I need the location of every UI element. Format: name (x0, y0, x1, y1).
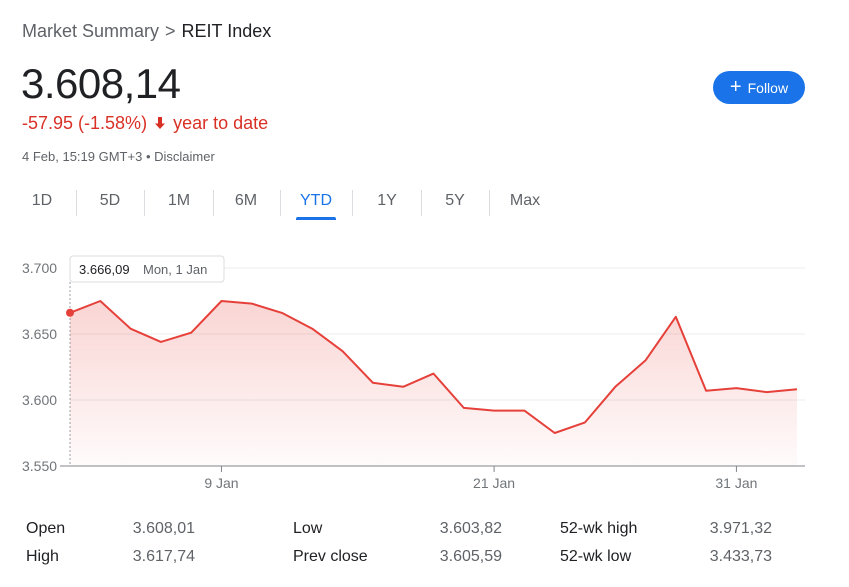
tab-divider (489, 190, 490, 216)
tooltip-box (69, 255, 225, 283)
arrow-down-icon (154, 114, 166, 135)
meta-separator: • (145, 149, 151, 164)
breadcrumb: Market Summary > REIT Index (22, 21, 271, 42)
stat-value-high: 3.617,74 (132, 548, 195, 565)
stat-label-prev-close: Prev close (293, 548, 368, 565)
stat-value-open: 3.608,01 (132, 520, 195, 537)
hover-point (66, 308, 74, 317)
stat-label-open: Open (26, 520, 66, 537)
stat-value-low: 3.603,82 (439, 520, 502, 537)
x-tick-label: 31 Jan (715, 475, 757, 491)
y-tick-label: 3.550 (22, 458, 57, 474)
stat-label-52wk-high: 52-wk high (560, 520, 638, 537)
y-tick-label: 3.650 (22, 326, 57, 342)
stat-label-52wk-low: 52-wk low (560, 548, 632, 565)
price-area (70, 301, 797, 466)
breadcrumb-separator: > (165, 21, 176, 41)
follow-button[interactable]: + Follow (713, 71, 805, 104)
tab-divider (280, 190, 281, 216)
key-stats: Open 3.608,01 High 3.617,74 Low 3.603,82… (0, 514, 849, 574)
tab-1d[interactable]: 1D (31, 192, 53, 209)
stat-label-low: Low (293, 520, 323, 537)
quote-timestamp: 4 Feb, 15:19 GMT+3 (22, 149, 143, 164)
stat-value-52wk-low: 3.433,73 (709, 548, 772, 565)
stat-value-52wk-high: 3.971,32 (709, 520, 772, 537)
tooltip-date: Mon, 1 Jan (143, 262, 207, 277)
quote-meta: 4 Feb, 15:19 GMT+3 • Disclaimer (22, 149, 215, 164)
tab-1m[interactable]: 1M (167, 192, 191, 209)
tab-max[interactable]: Max (509, 192, 541, 209)
tab-divider (213, 190, 214, 216)
breadcrumb-current: REIT Index (181, 21, 272, 41)
x-tick-label: 9 Jan (204, 475, 238, 491)
stat-value-prev-close: 3.605,59 (439, 548, 502, 565)
y-tick-label: 3.600 (22, 392, 57, 408)
price-change-period: year to date (173, 113, 269, 133)
chart-tooltip: 3.666,09 Mon, 1 Jan (69, 255, 225, 283)
price-line (69, 300, 798, 434)
tab-divider (76, 190, 77, 216)
tab-1y[interactable]: 1Y (377, 192, 397, 209)
stat-label-high: High (26, 548, 59, 565)
y-tick-label: 3.700 (22, 260, 57, 276)
plus-icon: + (729, 75, 742, 98)
tab-ytd[interactable]: YTD (294, 186, 338, 220)
x-tick-label: 21 Jan (473, 475, 515, 491)
tab-divider (144, 190, 145, 216)
tooltip-value: 3.666,09 (79, 262, 130, 277)
price-change: -57.95 (-1.58%) year to date (22, 113, 268, 135)
price-chart[interactable]: 3.700 3.650 3.600 3.550 9 Jan 21 Jan 31 Jan 3.… (0, 240, 849, 500)
follow-button-label: Follow (747, 79, 789, 96)
tab-5d[interactable]: 5D (99, 192, 121, 209)
breadcrumb-parent-link[interactable]: Market Summary (22, 21, 160, 41)
tab-5y[interactable]: 5Y (445, 192, 465, 209)
disclaimer-link[interactable]: Disclaimer (154, 149, 215, 164)
current-price: 3.608,14 (21, 60, 181, 107)
price-change-value: -57.95 (-1.58%) (22, 113, 148, 133)
tab-6m[interactable]: 6M (234, 192, 258, 209)
tab-divider (352, 190, 353, 216)
tab-divider (421, 190, 422, 216)
